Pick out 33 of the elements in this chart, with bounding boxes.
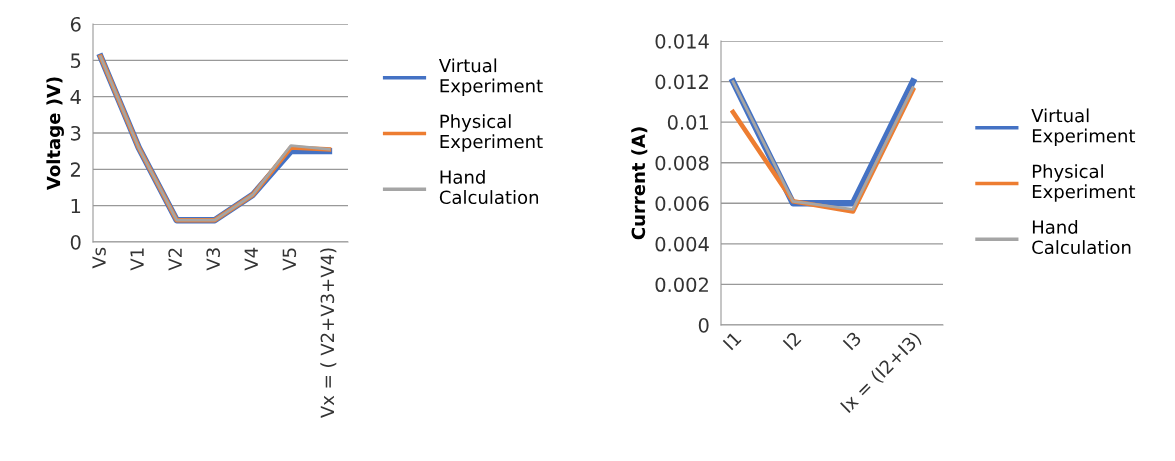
y-tick-label: 0.002 (655, 277, 708, 293)
y-tick-label: 0 (70, 234, 81, 250)
legend-label: Virtual Experiment (438, 58, 543, 97)
legend-label: Virtual Experiment (1031, 108, 1136, 147)
y-tick-label: 6 (70, 16, 81, 32)
legend-label: Physical Experiment (440, 114, 543, 152)
y-tick-label: 0.004 (655, 236, 709, 252)
x-tick-label: I1 (722, 331, 742, 351)
y-axis-title: Voltage )V) (46, 77, 64, 191)
y-tick-label: 5 (71, 53, 81, 68)
x-tick-label: Vx = ( V2+V3+V4) (320, 248, 337, 418)
y-tick-label: 0.014 (655, 33, 709, 49)
x-tick-label: I2 (782, 331, 802, 351)
y-tick-label: 4 (70, 89, 81, 105)
y-tick-label: 2 (70, 162, 80, 177)
y-tick-label: 0.012 (655, 74, 708, 90)
x-tick-label: V2 (168, 248, 182, 271)
y-tick-label: 0.006 (655, 196, 709, 211)
y-tick-label: 3 (71, 125, 81, 141)
y-axis-title: Current (A) (631, 127, 648, 240)
legend-label: Hand Calculation (1032, 219, 1131, 255)
x-tick-label: V5 (282, 248, 297, 271)
x-tick-label: V1 (130, 248, 144, 271)
x-tick-label: V3 (206, 248, 221, 271)
legend-label: Physical Experiment (1032, 164, 1136, 202)
y-tick-label: 1 (71, 198, 81, 214)
x-tick-label: Vs (92, 247, 106, 269)
x-tick-label: I3 (842, 331, 862, 351)
x-tick-label: V4 (244, 247, 258, 271)
y-tick-label: 0 (698, 317, 709, 333)
y-tick-label: 0.01 (667, 115, 709, 130)
y-tick-label: 0.008 (655, 155, 709, 171)
legend-label: Hand Calculation (439, 169, 539, 205)
